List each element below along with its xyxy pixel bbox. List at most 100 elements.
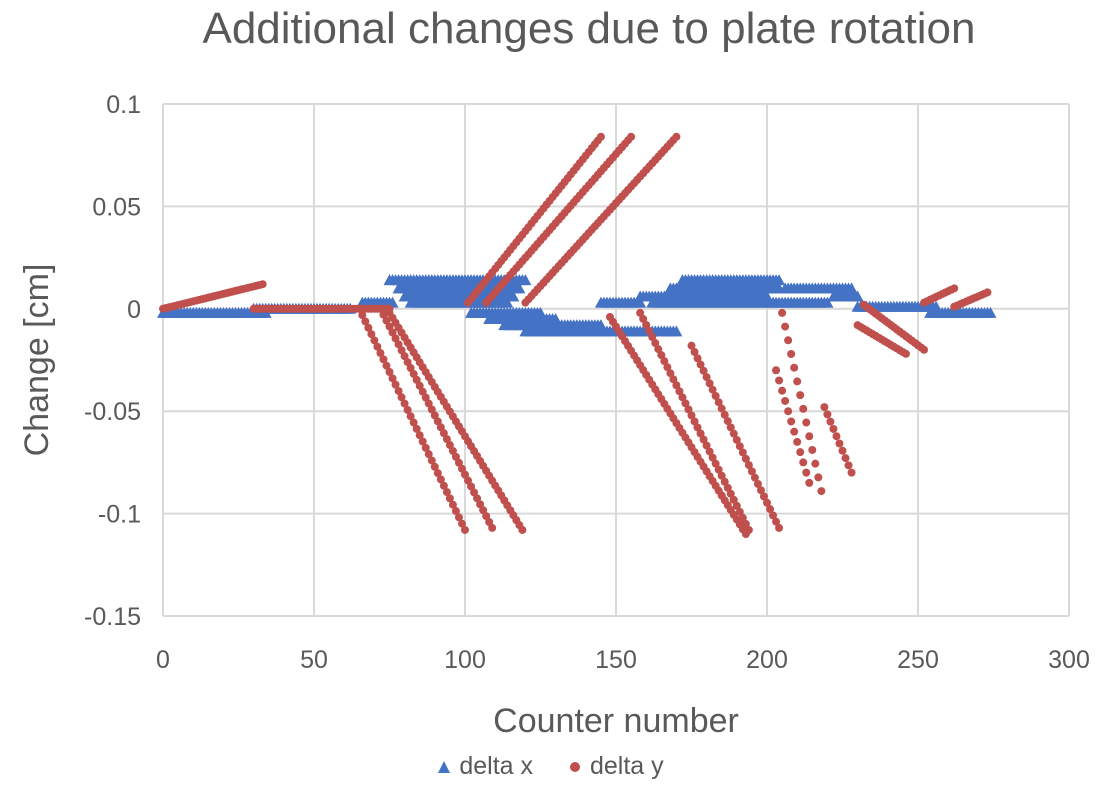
delta-y-point — [793, 437, 802, 446]
delta-y-point — [467, 482, 476, 491]
delta-y-point — [376, 304, 385, 313]
x-tick-label: 300 — [1048, 646, 1090, 674]
delta-y-point — [705, 379, 714, 388]
delta-y-point — [445, 494, 454, 503]
delta-y-point — [738, 513, 747, 522]
y-tick-label: -0.05 — [84, 398, 141, 426]
x-tick-label: 100 — [444, 646, 486, 674]
legend-item-delta-y: delta y — [568, 752, 664, 781]
delta-y-point — [675, 387, 684, 396]
delta-y-point — [666, 369, 675, 378]
delta-y-point — [663, 363, 672, 372]
delta-y-point — [627, 132, 636, 141]
delta-y-point — [415, 431, 424, 440]
delta-y-point — [355, 304, 364, 313]
delta-y-point — [406, 412, 415, 421]
delta-y-point — [847, 468, 856, 477]
delta-y-point — [823, 410, 832, 419]
series-delta-y — [159, 132, 992, 539]
delta-y-point — [364, 323, 373, 332]
delta-y-point — [391, 380, 400, 389]
delta-y-point — [799, 458, 808, 467]
delta-y-point — [708, 453, 717, 462]
delta-y-point — [684, 405, 693, 414]
delta-x-point — [501, 296, 514, 308]
delta-y-point — [817, 487, 826, 496]
delta-x-point — [984, 306, 997, 318]
delta-y-point — [808, 445, 817, 454]
delta-y-point — [690, 417, 699, 426]
delta-y-point — [775, 376, 784, 385]
tick-labels: 0.1 0.05 0 -0.05 -0.1 -0.15 0 50 100 150 200 250 300 — [84, 91, 1090, 674]
delta-y-point — [826, 417, 835, 426]
delta-x-point — [851, 290, 864, 302]
y-tick-label: 0 — [127, 296, 141, 324]
delta-x-point — [821, 296, 834, 308]
delta-y-point — [454, 513, 463, 522]
delta-y-point — [639, 314, 648, 323]
delta-y-point — [696, 360, 705, 369]
delta-y-point — [750, 473, 759, 482]
delta-y-point — [400, 352, 409, 361]
delta-y-point — [388, 374, 397, 383]
delta-y-point — [482, 512, 491, 521]
delta-y-point — [445, 441, 454, 450]
delta-y-point — [814, 473, 823, 482]
delta-y-point — [729, 495, 738, 504]
delta-y-point — [723, 483, 732, 492]
delta-y-point — [657, 351, 666, 360]
delta-y-point — [394, 340, 403, 349]
delta-y-point — [690, 347, 699, 356]
delta-y-point — [781, 396, 790, 405]
delta-y-point — [409, 369, 418, 378]
delta-y-point — [448, 446, 457, 455]
delta-x-point — [519, 274, 532, 286]
delta-y-point — [784, 336, 793, 345]
delta-y-point — [672, 381, 681, 390]
delta-y-point — [361, 317, 370, 326]
delta-y-point — [687, 411, 696, 420]
delta-y-point — [802, 418, 811, 427]
delta-y-point — [406, 364, 415, 373]
delta-y-point — [693, 354, 702, 363]
delta-y-point — [454, 458, 463, 467]
delta-y-point — [747, 467, 756, 476]
delta-y-point — [418, 387, 427, 396]
delta-y-point — [729, 429, 738, 438]
gridlines — [162, 103, 1070, 617]
delta-y-point — [763, 498, 771, 507]
series-delta-x — [157, 274, 997, 337]
delta-y-point — [702, 441, 711, 450]
delta-y-point — [439, 481, 448, 490]
delta-y-point — [714, 465, 723, 474]
delta-y-point — [439, 429, 448, 438]
delta-y-point — [778, 386, 787, 395]
delta-y-point — [720, 477, 729, 486]
delta-y-point — [596, 132, 605, 141]
delta-y-point — [448, 500, 457, 509]
delta-y-point — [648, 333, 657, 342]
delta-y-point — [769, 511, 778, 520]
delta-y-point — [436, 423, 445, 432]
delta-y-point — [442, 435, 451, 444]
delta-y-point — [433, 417, 442, 426]
x-tick-label: 0 — [156, 646, 170, 674]
delta-y-point — [430, 462, 439, 471]
delta-y-point — [678, 393, 687, 402]
delta-y-point — [753, 479, 762, 488]
delta-y-point — [457, 464, 466, 473]
delta-x-point — [670, 325, 683, 337]
delta-y-point — [397, 346, 406, 355]
delta-y-point — [726, 489, 735, 498]
delta-y-point — [412, 424, 421, 433]
delta-y-point — [772, 517, 781, 526]
circle-marker-icon — [569, 762, 580, 773]
delta-y-point — [258, 280, 267, 289]
delta-y-point — [735, 507, 744, 516]
delta-y-point — [473, 494, 482, 503]
delta-y-point — [784, 407, 793, 416]
delta-y-point — [793, 377, 802, 386]
delta-y-point — [488, 523, 497, 532]
x-axis-title: Counter number — [493, 702, 739, 740]
delta-y-point — [805, 478, 814, 487]
